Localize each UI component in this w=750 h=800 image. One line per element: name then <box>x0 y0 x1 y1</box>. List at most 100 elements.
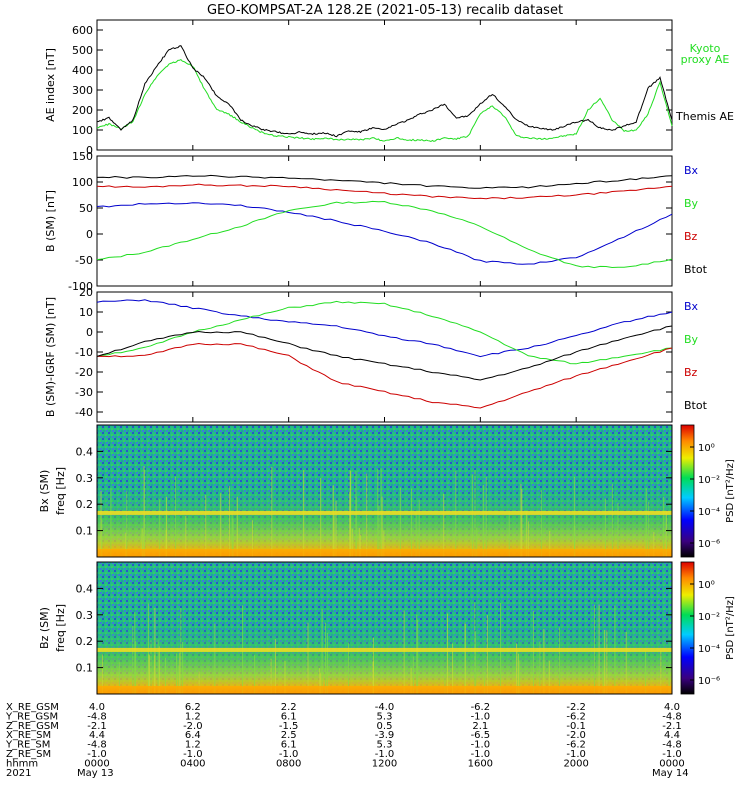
colorbar-tick-label: 10⁻⁶ <box>698 676 720 687</box>
footer-time-label: 0400 <box>180 758 205 769</box>
y-tick-label: 400 <box>72 64 93 77</box>
footer-value: -4.0 <box>375 702 395 713</box>
series-line-bz <box>96 342 673 409</box>
footer-time-label: 1200 <box>372 758 397 769</box>
legend-entry: By <box>684 197 699 210</box>
y-tick-label: 600 <box>72 24 93 37</box>
footer-row-label: 2021 <box>6 768 31 779</box>
footer-time-label: 0000 <box>659 758 684 769</box>
legend-entry: Bz <box>684 230 698 243</box>
footer-row-label: hhmm <box>6 758 38 769</box>
panel-db: -40 -30 -20 -10 0 10 20 B (SM)-IGRF (SM) [nT] Bx… <box>44 286 708 423</box>
y-tick-label: 100 <box>72 124 93 137</box>
y-axis-label: Bx (SM) <box>38 470 51 513</box>
legend-entry: Bx <box>684 300 699 313</box>
footer-value: 6.2 <box>185 702 201 713</box>
footer-value: 5.3 <box>377 711 393 722</box>
footer-date-label: May 14 <box>652 768 689 779</box>
colorbar-label: PSD [nT²/Hz] <box>725 596 736 660</box>
colorbar-tick-label: 10⁻⁴ <box>698 644 720 655</box>
footer-value: 0.5 <box>377 721 393 732</box>
y-axis-label: Bz (SM) <box>38 607 51 649</box>
footer-value: -1.0 <box>471 749 491 760</box>
legend-entry: Bz <box>684 366 698 379</box>
legend-entry: Bx <box>684 164 699 177</box>
footer-value: 2.1 <box>472 721 488 732</box>
y-axis-label-unit: freq [Hz] <box>54 467 67 515</box>
footer-value: 1.2 <box>185 711 201 722</box>
y-axis-label: B (SM) [nT] <box>44 190 57 252</box>
footer-value: -3.9 <box>375 730 395 741</box>
footer-value: 5.3 <box>377 740 393 751</box>
footer-value: -4.8 <box>662 711 682 722</box>
footer-value: -2.2 <box>566 702 586 713</box>
y-tick-label: 0 <box>86 144 93 157</box>
footer-value: -4.8 <box>87 711 107 722</box>
y-tick-label: 500 <box>72 44 93 57</box>
series-line-btot <box>96 325 673 381</box>
y-tick-label: -10 <box>75 346 93 359</box>
y-axis-label: AE index [nT] <box>44 48 57 122</box>
footer-value: -1.0 <box>662 749 682 760</box>
footer-date-label: May 13 <box>77 768 114 779</box>
footer-row-label: X_RE_GSM <box>6 702 59 713</box>
footer-time-label: 0800 <box>276 758 301 769</box>
y-tick-label: -100 <box>68 280 93 293</box>
footer-value: -1.5 <box>279 721 299 732</box>
spectrogram-band <box>97 510 672 515</box>
spectrogram-floor <box>97 549 672 557</box>
footer-time-label: 1600 <box>468 758 493 769</box>
series-line-themis-ae <box>96 45 673 138</box>
axes-frame <box>96 291 673 423</box>
axes-frame <box>96 561 673 695</box>
y-tick-label: 100 <box>72 176 93 189</box>
y-tick-label: 0.3 <box>76 472 94 485</box>
footer-value: -2.1 <box>87 721 107 732</box>
footer-value: -1.0 <box>183 749 203 760</box>
axes-frame <box>96 155 673 287</box>
footer-value: 4.0 <box>664 702 680 713</box>
panel-spec-bz: 0.1 0.2 0.3 0.4 Bz (SM) freq [Hz] 10⁰ 10⁻² 10⁻⁴ 1… <box>38 561 736 695</box>
legend-entry: proxy AE <box>681 53 730 66</box>
y-tick-label: 0.2 <box>76 635 94 648</box>
colorbar-tick-label: 10⁻² <box>698 475 720 486</box>
y-tick-label: -50 <box>75 254 93 267</box>
series-line-bx <box>96 202 673 265</box>
colorbar-label: PSD [nT²/Hz] <box>725 459 736 523</box>
colorbar-tick-label: 10⁻² <box>698 612 720 623</box>
footer-time-label: 2000 <box>563 758 588 769</box>
y-tick-label: 0.2 <box>76 498 94 511</box>
footer-value: -2.0 <box>183 721 203 732</box>
y-tick-label: 0.3 <box>76 609 94 622</box>
y-tick-label: 0.4 <box>76 582 94 595</box>
footer-value: 2.2 <box>281 702 297 713</box>
y-tick-label: 0 <box>86 228 93 241</box>
footer-value: 1.2 <box>185 740 201 751</box>
footer-row-label: X_RE_SM <box>6 730 51 741</box>
panel-b: -100 -50 0 50 100 150 B (SM) [nT] Bx By Bz Btot <box>44 150 708 293</box>
y-tick-label: 0.4 <box>76 445 94 458</box>
y-tick-label: 20 <box>79 286 93 299</box>
y-tick-label: 50 <box>79 202 93 215</box>
footer-value: -6.2 <box>471 702 491 713</box>
y-tick-label: 300 <box>72 84 93 97</box>
footer-value: -0.1 <box>566 721 586 732</box>
footer-value: -2.1 <box>662 721 682 732</box>
spectrogram-low-frequency-power <box>97 425 672 557</box>
spectrogram-band <box>97 647 672 652</box>
panel-ae: 0 100 200 300 400 500 600 AE index [nT] Kyotopro… <box>44 19 734 157</box>
footer-value: 4.4 <box>89 730 105 741</box>
colorbar <box>680 424 695 558</box>
footer-value: 6.4 <box>185 730 201 741</box>
spectrogram-low-frequency-power <box>97 562 672 694</box>
colorbar-tick-label: 10⁻⁶ <box>698 539 720 550</box>
spectrogram-floor <box>97 686 672 694</box>
y-tick-label: -20 <box>75 366 93 379</box>
series-line-by <box>96 200 673 269</box>
y-axis-label-unit: freq [Hz] <box>54 604 67 652</box>
legend-entry: Btot <box>684 399 708 412</box>
series-line-bz <box>96 183 673 200</box>
footer-value: 2.5 <box>281 730 297 741</box>
footer-value: -1.0 <box>566 749 586 760</box>
